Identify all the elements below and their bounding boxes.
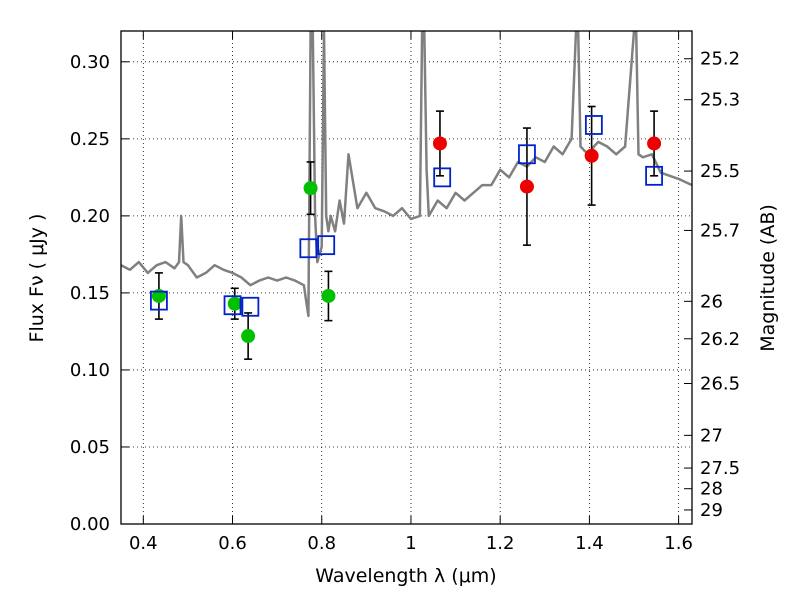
x-axis-label: Wavelength λ (μm) bbox=[315, 565, 496, 587]
spectrum-line bbox=[121, 31, 692, 318]
x-tick-label: 0.4 bbox=[129, 533, 158, 554]
green-point bbox=[303, 181, 318, 196]
grid-lines bbox=[121, 31, 692, 525]
green-point bbox=[241, 329, 256, 344]
y-tick-label: 0.05 bbox=[70, 437, 110, 458]
mag-tick-label: 27 bbox=[700, 425, 723, 446]
x-tick-label: 0.8 bbox=[307, 533, 336, 554]
blue-square-point bbox=[150, 290, 168, 311]
y-tick-label: 0.25 bbox=[70, 129, 110, 150]
green-point bbox=[321, 288, 336, 303]
x-tick-label: 1.6 bbox=[664, 533, 693, 554]
blue-square-point bbox=[299, 238, 318, 259]
plot-frame bbox=[120, 30, 693, 525]
model-spectrum-layer bbox=[121, 31, 692, 318]
blue-square-point bbox=[317, 235, 336, 256]
x-tick-label: 1.4 bbox=[575, 533, 604, 554]
mag-tick-label: 25.3 bbox=[700, 90, 740, 111]
blue-square-point bbox=[241, 296, 260, 317]
mag-tick-label: 26 bbox=[700, 291, 723, 312]
mag-tick-label: 26.2 bbox=[700, 329, 740, 350]
blue-square-point bbox=[433, 167, 452, 188]
photometry-points-layer bbox=[150, 105, 663, 360]
mag-tick-label: 25.2 bbox=[700, 49, 740, 70]
y-tick-label: 0.30 bbox=[70, 52, 110, 73]
green-point bbox=[227, 296, 242, 311]
red-point bbox=[519, 179, 534, 194]
mag-tick-label: 27.5 bbox=[700, 458, 740, 479]
mag-tick-label: 25.5 bbox=[700, 161, 740, 182]
mag-tick-label: 25.7 bbox=[700, 220, 740, 241]
y-tick-label: 0.00 bbox=[70, 514, 110, 535]
right-axis-label: Magnitude (AB) bbox=[757, 204, 779, 352]
y-axis-ticks: 0.00 0.05 0.10 0.15 0.20 0.25 0.30 bbox=[70, 52, 129, 535]
y-axis-label: Flux Fν ( μJy ) bbox=[26, 214, 48, 343]
mag-tick-label: 28 bbox=[700, 479, 723, 500]
x-tick-label: 1 bbox=[405, 533, 416, 554]
blue-square-point bbox=[518, 144, 536, 165]
blue-square-point bbox=[584, 115, 603, 135]
y-tick-label: 0.15 bbox=[70, 283, 110, 304]
red-point bbox=[647, 136, 662, 151]
blue-square-point bbox=[645, 165, 663, 186]
mag-tick-label: 29 bbox=[700, 500, 723, 521]
y-tick-label: 0.10 bbox=[70, 360, 110, 381]
y-tick-label: 0.20 bbox=[70, 206, 110, 227]
red-point bbox=[584, 148, 599, 163]
x-tick-label: 1.2 bbox=[486, 533, 515, 554]
x-axis-ticks: 0.4 0.6 0.8 1 1.2 1.4 1.6 bbox=[129, 31, 693, 554]
red-point bbox=[432, 136, 447, 151]
blue-square-point bbox=[223, 295, 242, 316]
x-tick-label: 0.6 bbox=[218, 533, 247, 554]
mag-tick-label: 26.5 bbox=[700, 373, 740, 394]
